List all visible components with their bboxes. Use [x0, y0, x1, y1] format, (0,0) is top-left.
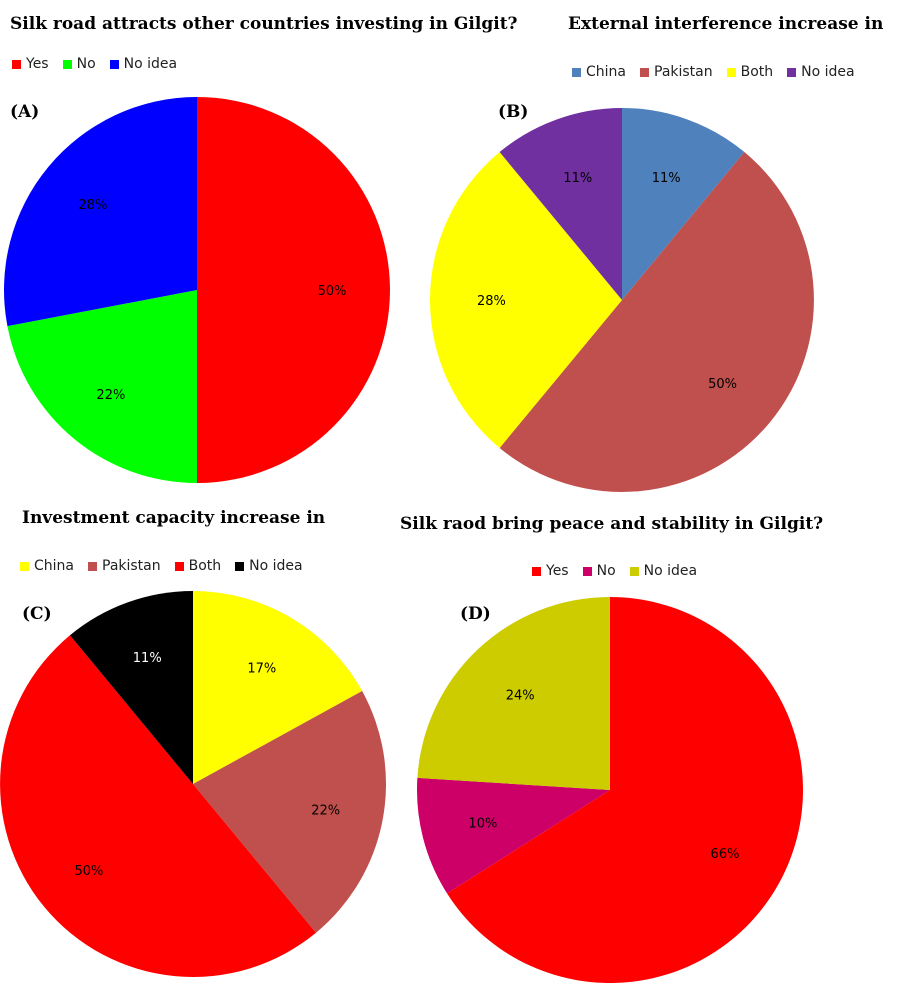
legend-swatch	[726, 67, 736, 77]
legend-swatch	[12, 59, 21, 69]
legend-item: No idea	[629, 563, 698, 579]
chart-c-panel-label: (C)	[22, 604, 52, 624]
pie-data-label: 10%	[468, 817, 497, 832]
chart-a-title: Silk road attracts other countries inves…	[10, 14, 518, 34]
pie-slice-china	[622, 108, 745, 300]
pie-slice-pakistan	[499, 152, 814, 492]
chart-c-legend: China Pakistan Both No idea	[20, 558, 303, 574]
legend-item: Both	[174, 558, 222, 574]
pie-slice-china	[193, 591, 363, 784]
legend-item: No idea	[109, 56, 178, 72]
legend-label: No	[76, 56, 96, 72]
chart-c-title: Investment capacity increase in	[22, 508, 326, 528]
legend-label: No idea	[801, 64, 855, 80]
chart-b-title: External interference increase in	[568, 14, 884, 34]
chart-d-legend: Yes No No idea	[532, 563, 697, 579]
pie-data-label: 11%	[563, 171, 592, 186]
pie-slice-no-idea	[417, 597, 610, 790]
legend-label: China	[34, 558, 74, 574]
legend-item: Pakistan	[640, 64, 713, 80]
legend-label: No idea	[249, 558, 303, 574]
legend-swatch	[235, 561, 245, 571]
legend-item: No	[582, 563, 616, 579]
legend-item: No	[62, 56, 96, 72]
pie-slice-yes	[197, 97, 390, 483]
legend-item: China	[572, 64, 626, 80]
legend-item: Both	[726, 64, 774, 80]
legend-label: Yes	[546, 563, 569, 579]
legend-swatch	[582, 566, 592, 576]
legend-label: Both	[188, 558, 222, 574]
pie-data-label: 50%	[708, 377, 737, 392]
chart-b-legend: China Pakistan Both No idea	[572, 64, 855, 80]
legend-item: No idea	[787, 64, 855, 80]
chart-d-panel-label: (D)	[460, 604, 491, 624]
legend-swatch	[62, 59, 72, 69]
legend-item: No idea	[235, 558, 303, 574]
legend-item: Yes	[12, 56, 49, 72]
legend-label: Pakistan	[654, 64, 713, 80]
pie-data-label: 11%	[652, 171, 681, 186]
pie-data-label: 50%	[74, 864, 103, 879]
pie-data-label: 17%	[247, 662, 276, 677]
pie-slice-both	[0, 635, 317, 977]
pie-slice-no-idea	[499, 108, 622, 300]
pie-data-label: 28%	[477, 294, 506, 309]
pie-slice-both	[430, 152, 622, 448]
legend-swatch	[629, 566, 639, 576]
pie-data-label: 22%	[311, 803, 340, 818]
legend-label: Pakistan	[102, 558, 161, 574]
legend-label: No idea	[123, 56, 178, 72]
legend-label: Yes	[26, 56, 49, 72]
legend-label: China	[586, 64, 626, 80]
pie-data-label: 24%	[506, 688, 535, 703]
legend-swatch	[787, 67, 797, 77]
legend-swatch	[572, 67, 581, 77]
legend-swatch	[88, 561, 97, 571]
chart-a-panel-label: (A)	[10, 102, 40, 122]
legend-label: No	[596, 563, 616, 579]
legend-swatch	[532, 566, 541, 576]
chart-d-title: Silk raod bring peace and stability in G…	[400, 514, 824, 534]
legend-item: Pakistan	[88, 558, 161, 574]
pie-data-label: 50%	[318, 284, 347, 299]
legend-swatch	[20, 561, 29, 571]
pie-data-label: 22%	[96, 388, 125, 403]
pie-slice-no-idea	[3, 97, 198, 327]
chart-a-legend: Yes No No idea	[12, 56, 177, 72]
pie-slice-yes	[447, 597, 803, 983]
chart-b-panel-label: (B)	[498, 102, 529, 122]
pie-slice-no	[7, 290, 197, 483]
legend-label: Both	[740, 64, 774, 80]
pie-slice-no	[416, 777, 610, 894]
pie-slice-pakistan	[193, 691, 386, 933]
legend-swatch	[109, 59, 119, 69]
pie-data-label: 66%	[711, 847, 740, 862]
legend-label: No idea	[643, 563, 698, 579]
legend-swatch	[174, 561, 184, 571]
pie-data-label: 11%	[133, 651, 162, 666]
legend-item: China	[20, 558, 74, 574]
pie-slice-no-idea	[69, 591, 193, 784]
legend-item: Yes	[532, 563, 569, 579]
pie-data-label: 28%	[78, 198, 107, 213]
legend-swatch	[640, 67, 649, 77]
